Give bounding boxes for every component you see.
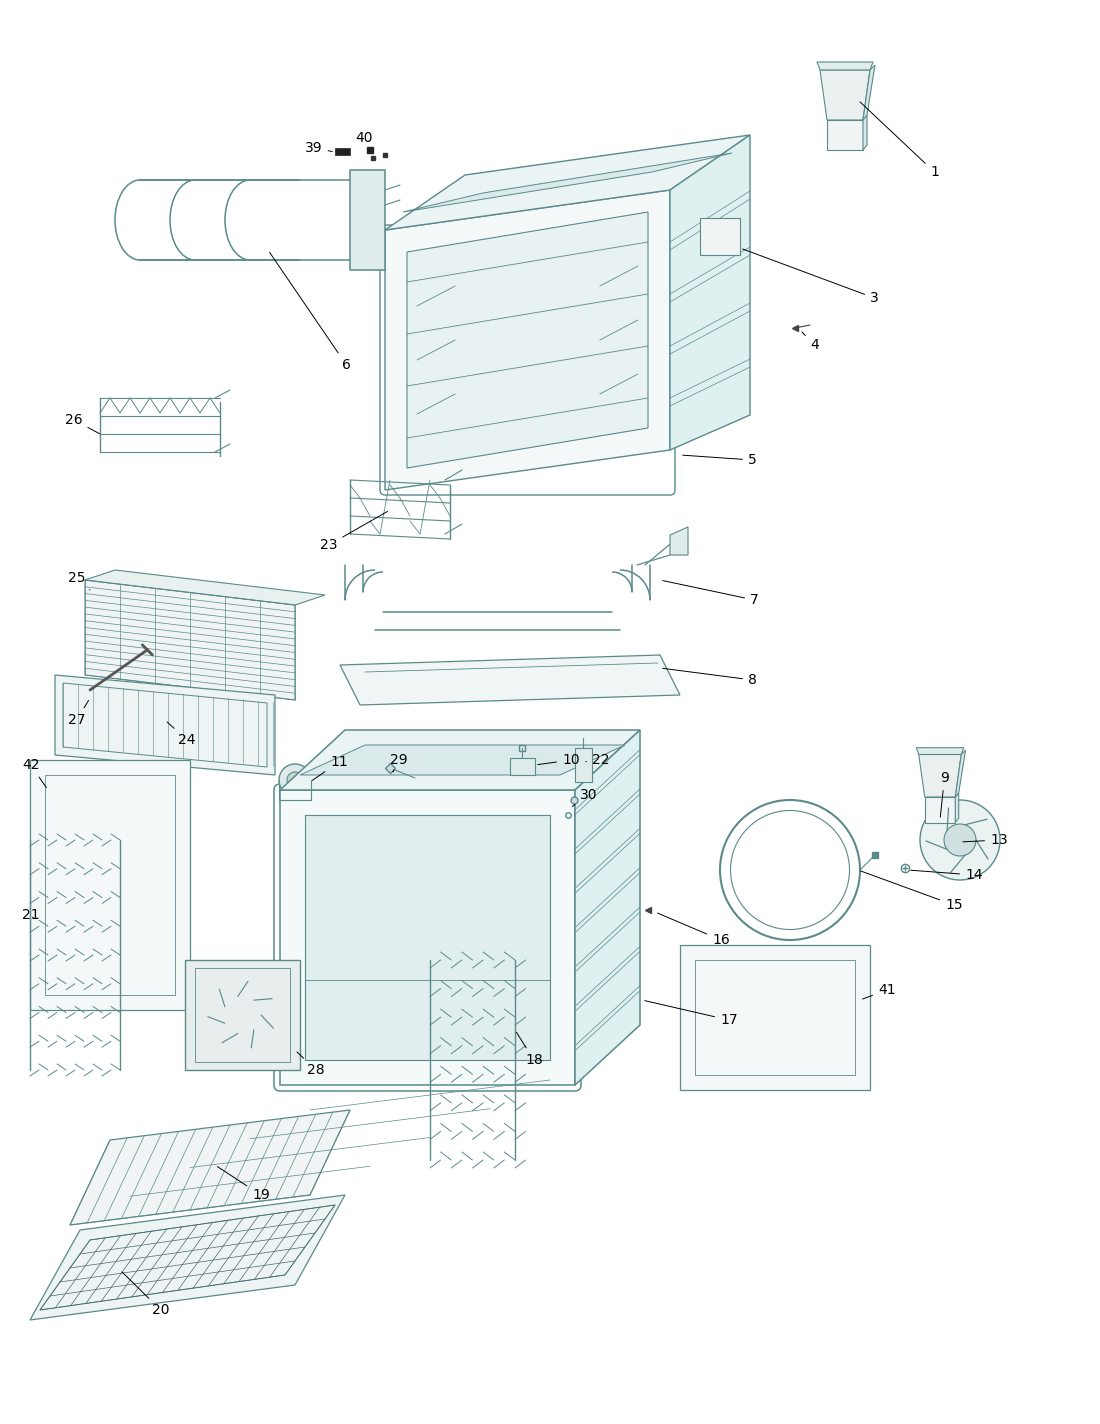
Circle shape	[363, 201, 371, 209]
Polygon shape	[575, 731, 640, 1085]
Polygon shape	[700, 218, 740, 255]
Text: 39: 39	[305, 141, 332, 155]
Text: 22: 22	[586, 753, 609, 768]
Text: 27: 27	[68, 701, 89, 728]
Text: 25: 25	[68, 571, 90, 590]
Text: 16: 16	[658, 913, 729, 947]
Polygon shape	[670, 135, 750, 450]
Polygon shape	[575, 748, 592, 782]
Polygon shape	[864, 66, 874, 120]
Polygon shape	[30, 760, 190, 1010]
Circle shape	[363, 231, 371, 239]
Text: 15: 15	[860, 871, 962, 911]
Circle shape	[287, 772, 303, 787]
Text: 21: 21	[22, 909, 40, 921]
Polygon shape	[280, 731, 640, 790]
Text: 7: 7	[662, 581, 759, 607]
Polygon shape	[925, 797, 955, 823]
Polygon shape	[820, 70, 870, 120]
Ellipse shape	[455, 387, 600, 400]
Polygon shape	[916, 748, 964, 755]
Polygon shape	[680, 946, 870, 1089]
Text: 23: 23	[320, 511, 387, 553]
Polygon shape	[336, 148, 350, 155]
Polygon shape	[385, 189, 670, 490]
Text: 13: 13	[962, 833, 1008, 847]
Text: 4: 4	[802, 332, 818, 352]
Text: 24: 24	[167, 722, 196, 748]
Text: 28: 28	[297, 1052, 324, 1077]
Polygon shape	[300, 745, 625, 775]
Ellipse shape	[455, 281, 600, 292]
Polygon shape	[350, 169, 385, 271]
Polygon shape	[30, 1195, 345, 1320]
Text: 6: 6	[270, 252, 351, 372]
Polygon shape	[407, 212, 648, 468]
Polygon shape	[955, 793, 959, 823]
Text: 1: 1	[860, 103, 939, 179]
Text: 18: 18	[517, 1032, 542, 1067]
Polygon shape	[955, 750, 966, 797]
Polygon shape	[817, 63, 873, 70]
Polygon shape	[403, 152, 732, 212]
Polygon shape	[864, 115, 867, 150]
Text: 10: 10	[538, 753, 580, 768]
Text: 42: 42	[22, 758, 46, 787]
Polygon shape	[918, 755, 961, 797]
Text: 41: 41	[862, 983, 895, 1000]
Text: 40: 40	[355, 131, 373, 151]
Text: 11: 11	[312, 755, 348, 780]
Polygon shape	[340, 655, 680, 705]
Polygon shape	[510, 758, 535, 775]
Text: 30: 30	[572, 787, 597, 806]
Polygon shape	[385, 135, 750, 231]
Polygon shape	[670, 527, 688, 555]
Text: 14: 14	[911, 869, 982, 881]
Circle shape	[363, 216, 371, 224]
Polygon shape	[70, 1109, 350, 1225]
Text: 26: 26	[65, 413, 99, 434]
Polygon shape	[185, 960, 300, 1069]
Polygon shape	[827, 120, 864, 150]
Polygon shape	[85, 580, 295, 701]
Text: 29: 29	[390, 753, 408, 772]
Circle shape	[920, 800, 1000, 880]
Circle shape	[223, 995, 261, 1034]
Ellipse shape	[455, 335, 600, 346]
Circle shape	[363, 187, 371, 194]
Text: 20: 20	[122, 1272, 169, 1317]
Circle shape	[944, 824, 976, 856]
Polygon shape	[280, 790, 575, 1085]
Polygon shape	[85, 570, 324, 605]
Text: 9: 9	[940, 770, 949, 817]
Text: 17: 17	[645, 1001, 738, 1027]
Polygon shape	[55, 675, 275, 775]
Text: 3: 3	[742, 249, 879, 305]
Polygon shape	[305, 815, 550, 1059]
Text: 5: 5	[683, 453, 757, 467]
Text: 19: 19	[218, 1166, 270, 1202]
Circle shape	[204, 977, 280, 1052]
Circle shape	[717, 234, 723, 239]
Circle shape	[279, 765, 311, 796]
Text: 8: 8	[663, 668, 757, 686]
